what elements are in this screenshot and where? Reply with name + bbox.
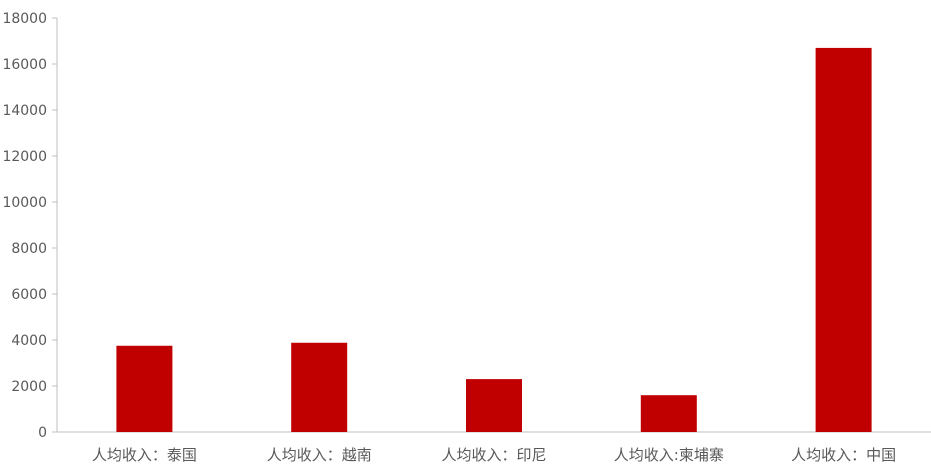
y-axis: 0 2000 4000 6000 8000 10000 12000 14000 16000 180… bbox=[2, 11, 58, 441]
y-tick-label: 4000 bbox=[11, 333, 47, 349]
category-labels: 人均收入：泰国 人均收入：越南 人均收入：印尼 人均收入:柬埔寨 人均收入：中国 bbox=[92, 446, 896, 464]
bar bbox=[815, 47, 872, 433]
y-tick-label: 8000 bbox=[11, 241, 47, 257]
y-tick-label: 10000 bbox=[2, 195, 47, 211]
y-tick-label: 18000 bbox=[2, 11, 47, 27]
x-tick-label: 人均收入：中国 bbox=[791, 446, 896, 464]
y-tick-label: 2000 bbox=[11, 379, 47, 395]
y-tick-label: 6000 bbox=[11, 287, 47, 303]
bar bbox=[291, 342, 348, 432]
bar bbox=[466, 379, 522, 432]
y-tick-label: 16000 bbox=[2, 57, 47, 73]
x-tick-label: 人均收入:柬埔寨 bbox=[614, 446, 724, 464]
y-tick-label: 12000 bbox=[2, 149, 47, 165]
x-tick-label: 人均收入：越南 bbox=[267, 446, 372, 464]
x-tick-label: 人均收入：泰国 bbox=[92, 446, 197, 464]
bars-group bbox=[116, 47, 872, 433]
bar bbox=[640, 395, 697, 432]
y-tick-label: 0 bbox=[38, 425, 47, 441]
y-tick-label: 14000 bbox=[2, 103, 47, 119]
x-tick-label: 人均收入：印尼 bbox=[441, 446, 546, 464]
bar bbox=[116, 345, 173, 432]
